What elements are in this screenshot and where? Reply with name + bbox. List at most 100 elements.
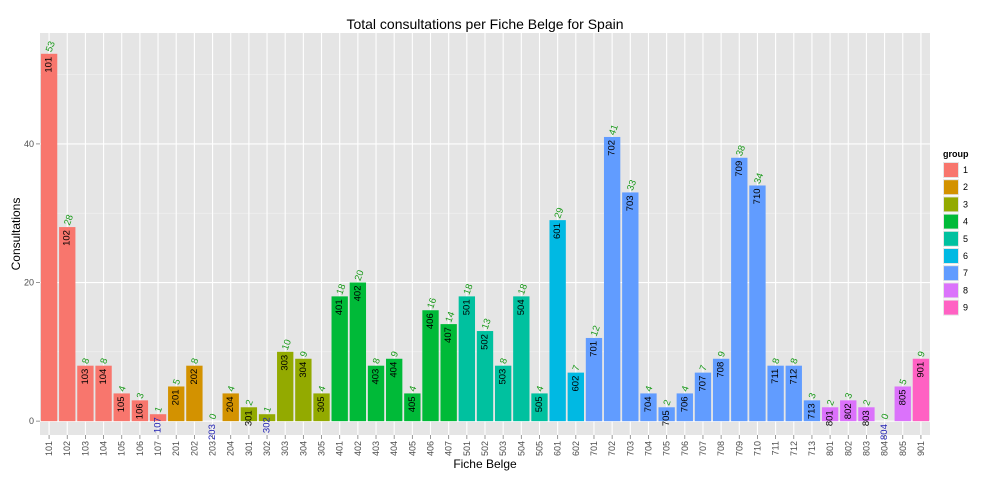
bar xyxy=(585,337,603,422)
bar-category-label: 709 xyxy=(734,161,745,177)
bar-category-label: 705 xyxy=(661,410,672,426)
x-tick-label: 504 xyxy=(516,441,526,456)
bar-value-label: 8 xyxy=(789,357,801,366)
bar-value-label: 5 xyxy=(171,378,183,387)
bar-value-label: 1 xyxy=(262,405,274,414)
bar xyxy=(567,372,584,422)
bar xyxy=(313,393,330,422)
legend-swatch xyxy=(944,249,958,263)
bar-category-label: 204 xyxy=(225,396,236,412)
x-tick-label: 706 xyxy=(680,441,690,456)
bar-category-label: 103 xyxy=(80,369,91,385)
bar-value-label: 2 xyxy=(661,398,673,407)
bar xyxy=(186,365,203,422)
x-tick-label: 707 xyxy=(698,441,708,456)
x-tick-label: 104 xyxy=(99,441,109,456)
bar xyxy=(95,365,112,422)
bar-category-label: 704 xyxy=(643,396,654,412)
x-tick-label: 107 xyxy=(153,441,163,456)
bar xyxy=(912,358,930,422)
bar-category-label: 404 xyxy=(389,362,400,378)
y-axis-ticks: 0 20 40 xyxy=(24,139,40,426)
x-tick-label: 102 xyxy=(62,441,72,456)
bar-value-label: 34 xyxy=(752,172,766,186)
bar-category-label: 803 xyxy=(861,410,872,426)
x-tick-label: 301 xyxy=(244,441,254,456)
bar xyxy=(386,358,403,422)
bar xyxy=(404,393,421,422)
bar-value-label: 3 xyxy=(135,391,147,400)
bar-value-label: 9 xyxy=(389,350,401,359)
bar-value-label: 2 xyxy=(825,398,837,407)
y-tick-label: 20 xyxy=(24,278,34,288)
bar-category-label: 405 xyxy=(407,396,418,412)
legend-swatch xyxy=(944,283,958,298)
legend-label: 7 xyxy=(963,268,968,278)
bar xyxy=(331,296,348,422)
x-tick-label: 701 xyxy=(589,441,599,456)
bar xyxy=(821,407,839,422)
bar-category-label: 706 xyxy=(679,396,690,412)
bar-category-label: 102 xyxy=(62,230,73,246)
bar-category-label: 703 xyxy=(625,195,636,211)
bar-category-label: 713 xyxy=(806,403,817,419)
bar xyxy=(149,414,167,422)
bar-value-label: 38 xyxy=(734,144,748,158)
bar-value-label: 41 xyxy=(607,123,621,137)
bar-category-label: 801 xyxy=(825,410,836,426)
bar-value-label: 4 xyxy=(407,385,419,394)
bar-category-label: 708 xyxy=(716,362,727,378)
bar-category-label: 710 xyxy=(752,188,763,204)
x-tick-label: 602 xyxy=(571,441,581,456)
bar-category-label: 711 xyxy=(770,369,781,384)
bar-value-label: 9 xyxy=(916,350,928,359)
x-tick-label: 303 xyxy=(280,441,290,456)
bar-value-label: 0 xyxy=(879,412,891,421)
bar xyxy=(59,227,76,422)
bar xyxy=(694,372,712,422)
bar-category-label: 305 xyxy=(316,396,327,412)
legend-swatch xyxy=(944,266,958,281)
bar-value-label: 4 xyxy=(117,385,129,394)
y-tick-label: 0 xyxy=(29,416,34,426)
x-tick-label: 803 xyxy=(861,441,871,456)
bar xyxy=(458,296,476,422)
bar-value-label: 4 xyxy=(534,385,546,394)
legend-title: group xyxy=(943,149,969,159)
bar-category-label: 401 xyxy=(334,299,345,315)
bar-value-label: 8 xyxy=(189,357,201,366)
x-tick-label: 804 xyxy=(880,441,890,456)
bar-value-label: 4 xyxy=(316,385,328,394)
x-tick-label: 801 xyxy=(825,441,835,456)
bar xyxy=(113,393,130,422)
bar xyxy=(731,157,748,422)
bar-value-label: 0 xyxy=(207,412,219,421)
bar xyxy=(476,331,494,422)
bar-value-label: 2 xyxy=(244,398,256,407)
bar-value-label: 28 xyxy=(62,213,76,227)
bar xyxy=(676,393,693,422)
bar xyxy=(858,407,875,422)
bar-value-label: 3 xyxy=(807,391,819,400)
legend-label: 2 xyxy=(963,182,968,192)
y-axis-title: Consultations xyxy=(9,198,23,271)
x-tick-label: 708 xyxy=(716,441,726,456)
bar-category-label: 403 xyxy=(371,369,382,385)
bar xyxy=(168,386,185,422)
bar-category-label: 106 xyxy=(134,403,145,419)
bar-category-label: 505 xyxy=(534,396,545,412)
bar xyxy=(494,365,512,422)
x-tick-label: 407 xyxy=(444,441,454,456)
bar-value-label: 9 xyxy=(298,350,310,359)
bar xyxy=(894,386,911,422)
bar-value-label: 4 xyxy=(226,385,238,394)
bar-category-label: 504 xyxy=(516,299,527,315)
bar-value-label: 20 xyxy=(353,269,367,283)
x-tick-label: 106 xyxy=(135,441,145,456)
legend-label: 1 xyxy=(963,165,968,175)
bar-value-label: 18 xyxy=(462,283,476,297)
x-tick-label: 101 xyxy=(44,441,54,456)
x-tick-label: 805 xyxy=(898,441,908,456)
bar xyxy=(222,393,239,422)
